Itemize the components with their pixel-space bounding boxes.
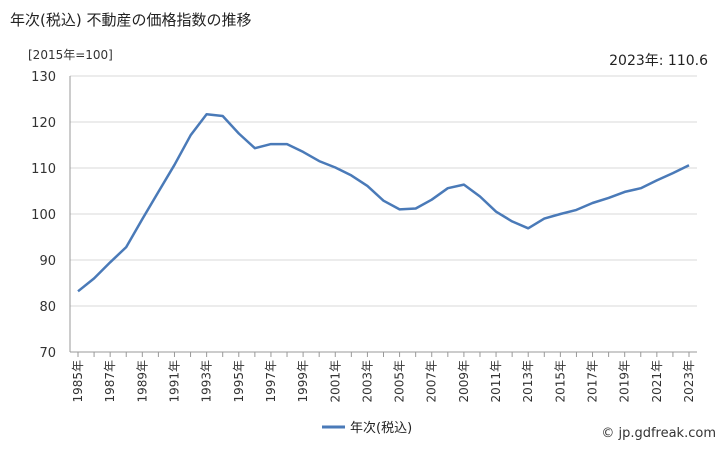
- x-tick-label: 1999年: [296, 360, 310, 403]
- x-tick-label: 1997年: [264, 360, 278, 403]
- x-axis-ticks: 1985年 1987年 1989年 1991年 1993年 1995年 1997年 1999年…: [71, 352, 696, 403]
- x-tick-label: 1989年: [135, 360, 149, 403]
- x-tick-label: 2007年: [425, 360, 439, 403]
- y-tick-label: 120: [31, 116, 56, 131]
- x-tick-label: 1985年: [71, 360, 85, 403]
- x-tick-label: 2005年: [393, 360, 407, 403]
- x-tick-label: 2009年: [457, 360, 471, 403]
- x-tick-label: 2015年: [553, 360, 567, 403]
- x-tick-label: 2021年: [650, 360, 664, 403]
- y-tick-label: 90: [39, 254, 56, 269]
- credit-text: © jp.gdfreak.com: [601, 426, 716, 441]
- y-tick-label: 100: [31, 208, 56, 223]
- x-tick-label: 2023年: [682, 360, 696, 403]
- x-tick-label: 1995年: [232, 360, 246, 403]
- y-tick-label: 130: [31, 70, 56, 85]
- legend: 年次(税込): [322, 420, 412, 436]
- unit-label: [2015年=100]: [28, 48, 113, 62]
- legend-label: 年次(税込): [350, 420, 412, 436]
- x-tick-label: 2017年: [586, 360, 600, 403]
- x-tick-label: 1987年: [103, 360, 117, 403]
- y-axis-ticks: 70 80 90 100 110 120 130: [31, 70, 56, 361]
- grid-lines: [69, 75, 697, 353]
- x-tick-label: 2013年: [521, 360, 535, 403]
- x-tick-label: 2011年: [489, 360, 503, 403]
- x-tick-label: 2019年: [618, 360, 632, 403]
- y-tick-label: 70: [39, 346, 56, 361]
- x-tick-label: 1991年: [167, 360, 181, 403]
- latest-value-label: 2023年: 110.6: [609, 53, 708, 69]
- series-line: [77, 112, 690, 293]
- y-tick-label: 80: [39, 300, 56, 315]
- x-tick-label: 2001年: [328, 360, 342, 403]
- y-tick-label: 110: [31, 162, 56, 177]
- x-tick-label: 1993年: [200, 360, 214, 403]
- page-title: 年次(税込) 不動産の価格指数の推移: [10, 11, 252, 29]
- x-tick-label: 2003年: [360, 360, 374, 403]
